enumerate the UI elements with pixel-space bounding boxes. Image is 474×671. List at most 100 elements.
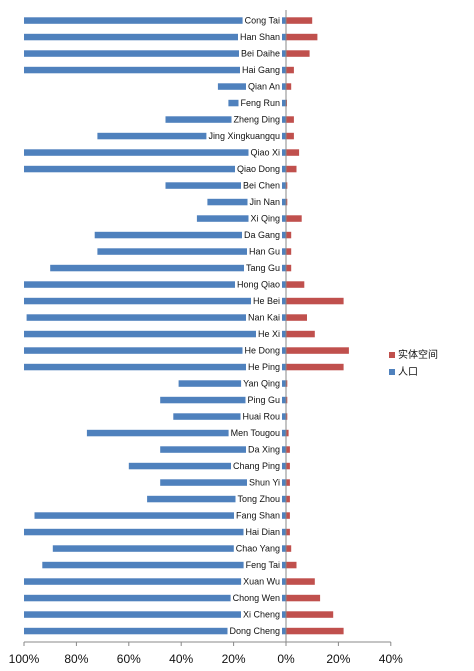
category-label: Yan Qing xyxy=(243,379,280,389)
bar-space-tong-zhou xyxy=(286,495,290,503)
bar-population-bei-daihe xyxy=(24,50,286,57)
legend-label: 实体空间 xyxy=(398,348,438,361)
category-label-bg xyxy=(242,345,282,356)
category-label: Tang Gu xyxy=(246,263,280,273)
bar-space-he-xi xyxy=(286,330,315,338)
category-label-bg xyxy=(206,131,282,141)
category-label-bg xyxy=(242,15,282,26)
category-label: Feng Run xyxy=(240,98,280,108)
bar-population-he-bei xyxy=(24,297,286,305)
category-label: Da Xing xyxy=(248,445,280,455)
category-label: Jin Nan xyxy=(249,197,280,207)
bar-space-zheng-ding xyxy=(286,116,294,123)
bar-population-tong-zhou xyxy=(147,495,286,503)
bar-space-yan-qing xyxy=(286,380,288,387)
bar-space-xuan-wu xyxy=(286,578,315,585)
bar-space-qian-an xyxy=(286,83,292,90)
category-label-bg xyxy=(244,263,282,273)
category-label: He Ping xyxy=(248,362,280,372)
bar-population-bei-chen xyxy=(165,182,286,189)
category-label-bg xyxy=(241,180,282,191)
bar-population-shun-yi xyxy=(160,479,286,486)
bar-space-men-tougou xyxy=(286,429,289,437)
category-label: Bei Daihe xyxy=(241,49,280,59)
bar-space-dong-cheng xyxy=(286,627,344,635)
category-label: Feng Tai xyxy=(246,560,280,570)
bar-population-dong-cheng xyxy=(24,627,286,635)
category-label: Chong Wen xyxy=(233,593,280,603)
category-label-bg xyxy=(241,576,282,587)
x-tick-label: 20% xyxy=(222,652,246,666)
bar-population-qiao-xi xyxy=(24,149,286,156)
category-label: Qian An xyxy=(248,82,280,92)
bar-space-hong-qiao xyxy=(286,281,305,288)
category-label-bg xyxy=(240,65,282,75)
category-label: Cong Tai xyxy=(245,16,280,26)
bar-population-cong-tai xyxy=(24,17,286,24)
bar-population-zheng-ding xyxy=(165,116,286,123)
category-label: He Xi xyxy=(258,329,280,339)
category-label-bg xyxy=(231,461,282,471)
x-tick-label: 60% xyxy=(117,652,141,666)
bar-space-he-dong xyxy=(286,347,349,354)
category-label-bg xyxy=(248,213,282,224)
bar-population-hai-gang xyxy=(24,66,286,74)
category-label: Zheng Ding xyxy=(233,115,280,125)
category-label-bg xyxy=(227,626,282,636)
category-label: Fang Shan xyxy=(236,511,280,521)
bar-space-bei-chen xyxy=(286,182,288,189)
bar-space-cong-tai xyxy=(286,17,313,24)
category-label: Chao Yang xyxy=(236,544,280,554)
bar-space-xi-qing xyxy=(286,215,302,222)
bar-space-huai-rou xyxy=(286,413,288,420)
bar-space-he-bei xyxy=(286,297,344,305)
category-label-bg xyxy=(246,362,282,372)
bar-space-jing-xingkuangqu xyxy=(286,132,294,140)
bar-space-qiao-xi xyxy=(286,149,300,156)
bar-population-men-tougou xyxy=(86,429,287,437)
category-label-bg xyxy=(246,81,282,92)
category-label-bg xyxy=(240,411,282,422)
category-label-bg xyxy=(241,609,282,620)
category-label-bg xyxy=(247,477,282,488)
category-label: Hong Qiao xyxy=(237,280,280,290)
bar-space-da-gang xyxy=(286,231,292,239)
category-label: Nan Kai xyxy=(248,313,280,323)
category-label-bg xyxy=(233,543,282,554)
category-label: Tong Zhou xyxy=(237,494,280,504)
bar-population-feng-tai xyxy=(42,561,286,569)
bar-population-da-gang xyxy=(94,231,286,239)
bar-population-qiao-dong xyxy=(24,165,286,173)
category-label: Shun Yi xyxy=(249,478,280,488)
category-label: Hai Gang xyxy=(242,65,280,75)
category-label: Qiao Dong xyxy=(237,164,280,174)
bar-space-jin-nan xyxy=(286,198,288,206)
bar-population-hai-dian xyxy=(24,528,286,536)
bar-population-xi-cheng xyxy=(24,611,286,618)
bar-space-da-xing xyxy=(286,446,290,453)
bar-population-jing-xingkuangqu xyxy=(97,132,287,140)
bar-space-ping-gu xyxy=(286,396,288,404)
category-label: Qiao Xi xyxy=(250,148,280,158)
category-label-bg xyxy=(245,395,282,405)
bar-population-xuan-wu xyxy=(24,578,286,585)
x-tick-label: 20% xyxy=(326,652,350,666)
category-label: He Dong xyxy=(244,346,280,356)
category-label-bg xyxy=(238,98,282,108)
category-label: He Bei xyxy=(253,296,280,306)
category-label-bg xyxy=(239,48,282,59)
legend-label: 人口 xyxy=(398,366,418,378)
bar-space-chang-ping xyxy=(286,462,290,470)
bar-population-he-ping xyxy=(24,363,286,371)
category-label: Huai Rou xyxy=(242,412,280,422)
bar-population-chang-ping xyxy=(128,462,286,470)
category-label-bg xyxy=(247,197,282,207)
bar-space-nan-kai xyxy=(286,314,307,321)
bar-population-jin-nan xyxy=(207,198,286,206)
category-label-bg xyxy=(238,32,282,42)
category-label-bg xyxy=(246,312,282,323)
category-label-bg xyxy=(243,560,282,570)
bar-space-he-ping xyxy=(286,363,344,371)
